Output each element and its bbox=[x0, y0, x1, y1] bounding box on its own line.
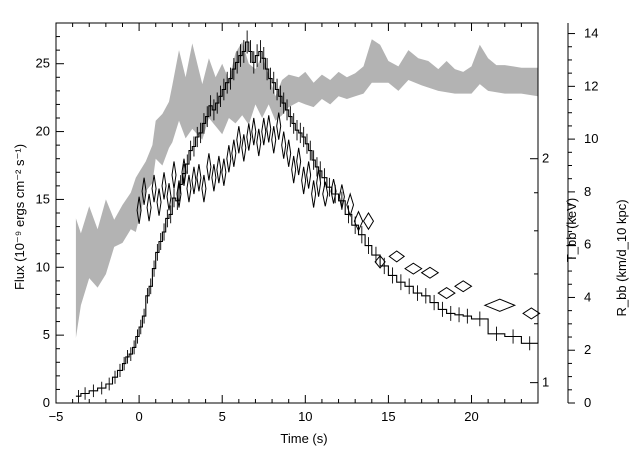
x-tick-label: 0 bbox=[135, 409, 142, 424]
radius-band-layer bbox=[75, 39, 539, 338]
radius-tick-label: 2 bbox=[584, 342, 591, 357]
left-y-tick-label: 20 bbox=[36, 124, 50, 139]
temperature-diamond bbox=[186, 174, 192, 203]
temperature-diamond bbox=[330, 178, 337, 204]
temperature-diamond bbox=[216, 155, 222, 184]
temperature-diamond bbox=[271, 126, 277, 154]
temperature-diamond bbox=[362, 212, 375, 231]
temperature-diamond bbox=[221, 158, 227, 186]
temperature-diamond bbox=[201, 174, 207, 203]
temperature-diamond bbox=[206, 153, 212, 181]
radius-axis-title: R_bb (km/d_10 kpc) bbox=[614, 199, 629, 316]
temperature-diamond bbox=[231, 139, 237, 167]
temperature-diamond bbox=[256, 128, 262, 157]
temperature-diamond bbox=[301, 166, 307, 195]
x-tick-label: −5 bbox=[49, 409, 64, 424]
temperature-diamond bbox=[226, 145, 232, 173]
temperature-diamond bbox=[374, 254, 386, 269]
radius-tick-label: 14 bbox=[584, 26, 598, 41]
temperature-diamond bbox=[483, 298, 517, 312]
temperature-diamond bbox=[136, 196, 142, 224]
radius-tick-label: 4 bbox=[584, 289, 591, 304]
radius-tick-label: 6 bbox=[584, 237, 591, 252]
temperature-diamond bbox=[151, 174, 157, 203]
radius-tick-label: 10 bbox=[584, 131, 598, 146]
temperature-diamond bbox=[311, 180, 317, 208]
temperature-diamond bbox=[241, 134, 247, 162]
radius-band bbox=[75, 39, 539, 338]
left-y-tick-label: 25 bbox=[36, 56, 50, 71]
temperature-diamond bbox=[281, 131, 287, 159]
temperature-diamond bbox=[437, 287, 456, 300]
temperature-diamond bbox=[316, 169, 322, 197]
left-y-tick-label: 5 bbox=[43, 327, 50, 342]
temperature-diamond bbox=[388, 250, 406, 263]
temperature-diamond bbox=[296, 147, 302, 176]
left-y-tick-label: 0 bbox=[43, 395, 50, 410]
temperature-diamond bbox=[286, 139, 292, 167]
left-y-axis-title: Flux (10⁻⁹ ergs cm⁻² s⁻¹) bbox=[12, 144, 27, 290]
radius-tick-label: 0 bbox=[584, 395, 591, 410]
temperature-diamond bbox=[236, 126, 242, 154]
left-y-tick-label: 15 bbox=[36, 191, 50, 206]
left-y-tick-label: 10 bbox=[36, 259, 50, 274]
temperature-diamond bbox=[146, 193, 152, 222]
temperature-diamond bbox=[420, 266, 440, 279]
x-tick-label: 20 bbox=[464, 409, 478, 424]
temperature-diamond bbox=[181, 158, 187, 186]
temperature-diamond bbox=[346, 192, 355, 218]
temperature-diamond bbox=[196, 164, 202, 192]
temperature-diamond bbox=[322, 181, 329, 207]
x-tick-label: 5 bbox=[219, 409, 226, 424]
temperature-diamond bbox=[251, 117, 257, 146]
temperature-axis-title: T_bb (keV) bbox=[564, 198, 579, 262]
temperature-diamond bbox=[191, 166, 197, 195]
temperature-diamond bbox=[176, 180, 182, 208]
temperature-diamond bbox=[261, 117, 267, 146]
temperature-diamond bbox=[266, 115, 272, 143]
temperature-diamond bbox=[522, 307, 541, 320]
radius-tick-label: 8 bbox=[584, 184, 591, 199]
temperature-diamond bbox=[246, 123, 252, 151]
x-axis-title: Time (s) bbox=[280, 431, 327, 446]
temperature-layer bbox=[136, 112, 541, 320]
temperature-diamond bbox=[291, 155, 297, 184]
temperature-tick-label: 1 bbox=[542, 375, 549, 390]
temperature-diamond bbox=[211, 164, 217, 192]
temperature-diamond bbox=[166, 183, 172, 211]
temperature-diamond bbox=[156, 188, 162, 216]
temperature-diamond bbox=[171, 161, 177, 189]
temperature-diamond bbox=[338, 184, 345, 210]
temperature-diamond bbox=[276, 112, 282, 140]
temperature-diamond bbox=[404, 262, 423, 275]
x-tick-label: 10 bbox=[298, 409, 312, 424]
temperature-diamond bbox=[306, 161, 312, 189]
temperature-diamond bbox=[161, 172, 167, 200]
temperature-tick-label: 2 bbox=[542, 151, 549, 166]
x-tick-label: 15 bbox=[381, 409, 395, 424]
temperature-diamond bbox=[141, 177, 147, 205]
temperature-diamond bbox=[353, 210, 364, 232]
flux-errorbar-layer bbox=[77, 30, 531, 403]
temperature-diamond bbox=[453, 280, 473, 293]
radius-tick-label: 12 bbox=[584, 78, 598, 93]
